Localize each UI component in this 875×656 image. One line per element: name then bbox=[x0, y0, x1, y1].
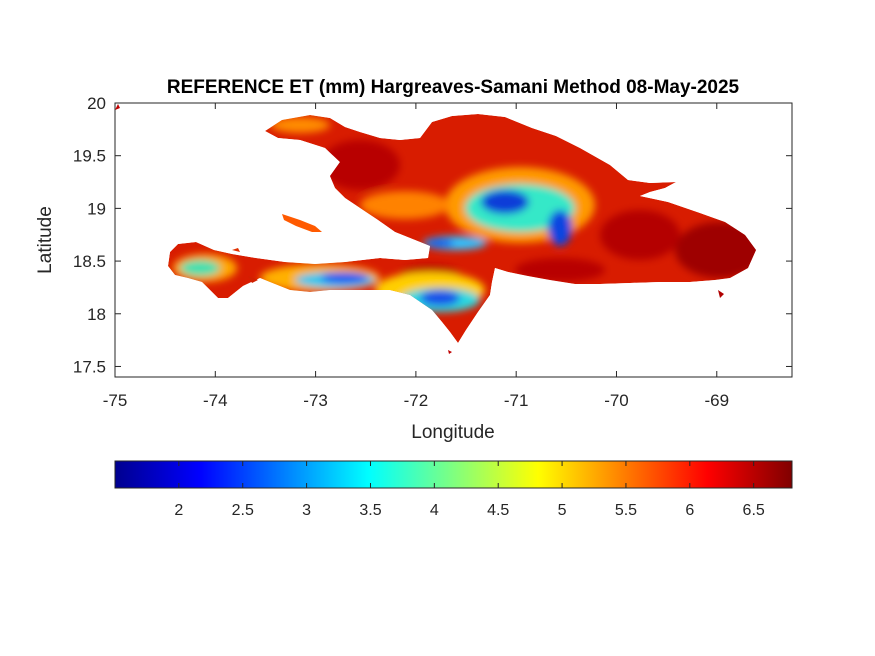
valle-nuevo-low bbox=[548, 210, 572, 246]
y-tick-label: 19 bbox=[87, 199, 106, 218]
northwest-peninsula-zone bbox=[270, 117, 330, 133]
chart-title: REFERENCE ET (mm) Hargreaves-Samani Meth… bbox=[167, 77, 740, 98]
east-high-zone bbox=[675, 222, 756, 278]
et-map-layer bbox=[115, 104, 756, 354]
x-axis-ticks: -75 -74 -73 -72 -71 -70 -69 bbox=[103, 103, 729, 410]
colorbar-tick-label: 3.5 bbox=[359, 502, 381, 519]
colorbar-tick-label: 2.5 bbox=[232, 502, 254, 519]
beata-island bbox=[448, 350, 452, 354]
colorbar-tick-label: 6 bbox=[685, 502, 694, 519]
colorbar bbox=[114, 460, 793, 489]
central-plateau-zone bbox=[360, 191, 450, 219]
south-coast-high-zone bbox=[515, 258, 605, 282]
x-tick-label: -73 bbox=[303, 391, 328, 410]
y-tick-label: 18 bbox=[87, 305, 106, 324]
x-tick-label: -75 bbox=[103, 391, 128, 410]
colorbar-tick-label: 4.5 bbox=[487, 502, 509, 519]
small-islet-2 bbox=[232, 248, 240, 252]
x-tick-label: -71 bbox=[504, 391, 529, 410]
small-islet bbox=[248, 276, 258, 283]
baoruco-low bbox=[420, 290, 460, 306]
colorbar-tick-label: 4 bbox=[430, 502, 439, 519]
x-tick-label: -69 bbox=[704, 391, 729, 410]
macaya-cool bbox=[180, 260, 220, 276]
corner-islet bbox=[115, 104, 120, 110]
y-tick-label: 19.5 bbox=[73, 147, 106, 166]
colorbar-tick-label: 2 bbox=[174, 502, 183, 519]
y-tick-label: 20 bbox=[87, 94, 106, 113]
colorbar-tick-label: 3 bbox=[302, 502, 311, 519]
northwest-high-zone bbox=[320, 140, 400, 190]
y-axis-label: Latitude bbox=[35, 206, 56, 274]
colorbar-tick-label: 5 bbox=[558, 502, 567, 519]
saona-island bbox=[718, 290, 724, 298]
y-tick-label: 18.5 bbox=[73, 252, 106, 271]
x-tick-label: -74 bbox=[203, 391, 228, 410]
colorbar-ticks: 2 2.5 3 3.5 4 4.5 5 5.5 6 6.5 bbox=[174, 461, 765, 519]
pico-duarte-low bbox=[481, 190, 529, 214]
la-selle-low bbox=[321, 272, 369, 284]
x-tick-label: -70 bbox=[604, 391, 629, 410]
colorbar-tick-label: 5.5 bbox=[615, 502, 637, 519]
gonave-island bbox=[282, 214, 322, 232]
neiba-low bbox=[426, 239, 454, 247]
east-central-high-zone bbox=[600, 210, 680, 260]
colorbar-tick-label: 6.5 bbox=[743, 502, 765, 519]
x-axis-label: Longitude bbox=[411, 422, 494, 443]
y-tick-label: 17.5 bbox=[73, 357, 106, 376]
x-tick-label: -72 bbox=[404, 391, 429, 410]
y-axis-ticks: 17.5 18 18.5 19 19.5 20 bbox=[73, 94, 792, 376]
